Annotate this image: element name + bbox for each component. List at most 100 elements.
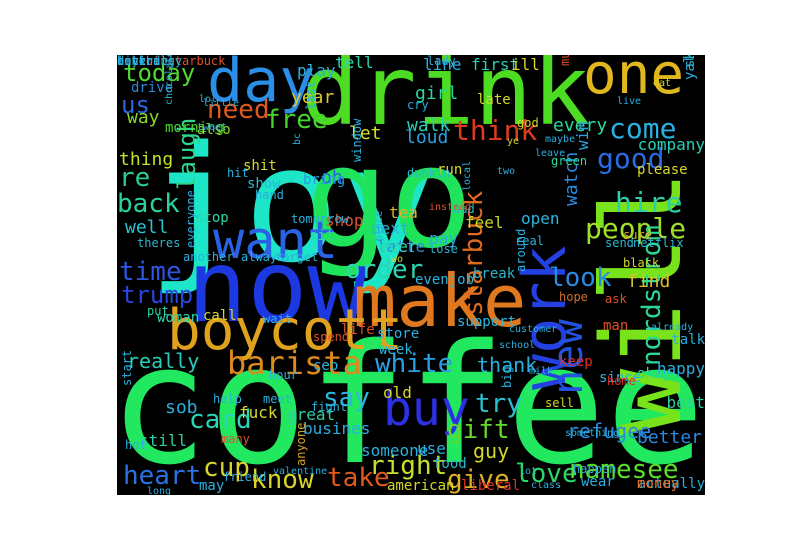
word-114: money [637, 476, 680, 492]
word-122: black [623, 256, 660, 270]
word-24: time [119, 257, 182, 287]
word-139: last [304, 81, 318, 111]
word-94: week [379, 342, 413, 358]
word-166: friend [223, 470, 267, 484]
word-74: bring [303, 172, 346, 188]
word-80: pay [429, 229, 458, 248]
word-131: much [558, 55, 572, 66]
word-59: oh [321, 167, 343, 188]
word-65: loud [405, 127, 449, 148]
word-69: morning [165, 120, 225, 136]
word-7: one [583, 55, 685, 107]
word-40: cup [203, 453, 250, 483]
word-172: milk [529, 366, 554, 377]
word-184: eat [653, 78, 672, 89]
word-96: put [147, 304, 169, 318]
word-108: may [199, 478, 225, 494]
word-186: wo [391, 254, 404, 265]
word-153: always [241, 250, 285, 264]
word-148: dunkin [407, 166, 451, 180]
word-42: take [327, 463, 390, 493]
word-43: right [369, 451, 448, 481]
word-61: first [471, 55, 520, 74]
word-50: better [637, 427, 703, 448]
word-110: food [433, 456, 467, 472]
word-13: buy [383, 381, 470, 437]
word-54: really [127, 349, 200, 373]
word-170: lot [519, 466, 538, 477]
word-89: break [473, 266, 516, 282]
word-126: sell [545, 396, 574, 410]
word-20: re [119, 163, 151, 193]
word-162: start [120, 350, 134, 387]
word-150: lose [429, 242, 458, 256]
word-73: stop [195, 210, 229, 226]
word-178: ye [507, 136, 520, 147]
word-105: great [287, 405, 336, 424]
word-142: tweet [197, 122, 228, 133]
word-46: gift [447, 415, 510, 445]
word-92: evenjob [415, 272, 475, 288]
word-16: free [265, 105, 328, 135]
word-152: around [514, 229, 528, 273]
word-164: fight [311, 400, 348, 414]
word-3: drink [301, 55, 590, 147]
word-41: know [251, 465, 314, 495]
word-95: ceo [313, 358, 339, 374]
word-55: sob [165, 397, 198, 418]
word-32: people [585, 212, 687, 245]
word-156: everyone [184, 190, 198, 249]
word-113: actually [637, 476, 705, 492]
word-128: keep [559, 354, 593, 370]
word-163: hour [269, 368, 298, 382]
word-121: ask [605, 292, 627, 306]
word-91: store [377, 326, 420, 342]
word-22: thing [119, 149, 174, 170]
word-93: life [341, 322, 375, 338]
word-189: duck [117, 55, 146, 68]
word-82: run [437, 162, 463, 178]
word-1: go [305, 117, 474, 280]
word-144: hit [227, 166, 249, 180]
word-127: home [607, 374, 636, 388]
word-171: class [531, 480, 562, 491]
word-30: good [597, 142, 665, 175]
word-9: boycott [167, 298, 404, 363]
word-117: okay [637, 366, 671, 382]
word-53: thank [477, 353, 538, 377]
word-165: anyone [294, 423, 308, 467]
word-67: tell [335, 55, 374, 72]
word-190: behind [117, 55, 161, 68]
word-137: green [551, 154, 588, 168]
word-28: think [453, 114, 538, 147]
word-185: bc [292, 132, 303, 145]
word-cloud: joy go coffee drink will now make one day boycott… [117, 55, 705, 495]
word-6: make [353, 259, 527, 343]
word-23: well [125, 217, 169, 238]
word-70: also [197, 122, 231, 138]
word-125: happen [573, 462, 617, 476]
word-75: shop [325, 211, 364, 230]
word-168: long [147, 486, 172, 496]
word-25: trump [121, 281, 194, 309]
word-98: woman [157, 310, 200, 326]
word-129: hope [559, 290, 588, 304]
word-49: refugee [567, 419, 652, 443]
word-120: man [603, 318, 629, 334]
word-64: walk [407, 115, 451, 136]
word-45: try [475, 389, 522, 419]
word-183: live [617, 96, 642, 107]
word-181: instead [429, 202, 472, 213]
word-179: two [497, 166, 516, 177]
word-87: company [637, 135, 705, 154]
word-68: drive [131, 80, 174, 96]
word-160: many [221, 432, 250, 446]
word-141: little [203, 98, 240, 109]
word-154: target [275, 250, 319, 264]
word-63: girl [415, 83, 459, 104]
word-169: something [565, 428, 620, 439]
word-151: real [515, 234, 544, 248]
word-182: leave [535, 148, 566, 159]
word-62: ill [511, 55, 540, 74]
word-111: liberal [461, 478, 521, 494]
